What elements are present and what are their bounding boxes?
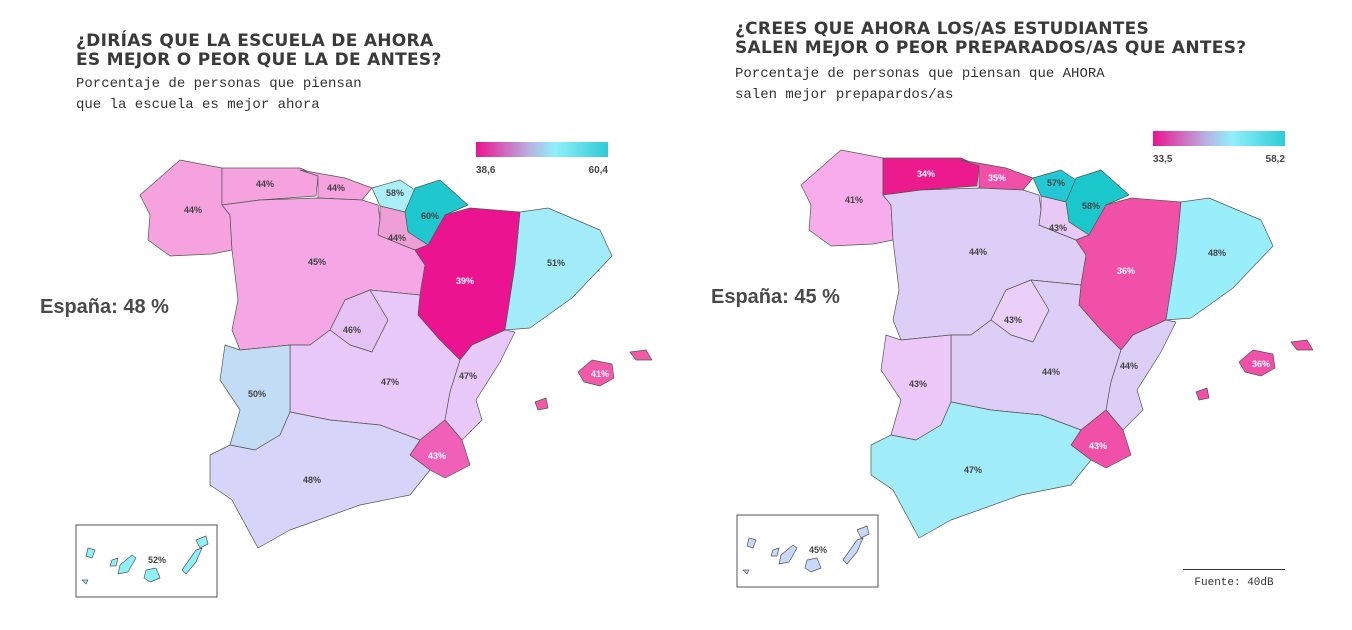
- source-note: Fuente: 40dB: [1183, 569, 1285, 589]
- region-canarias: [742, 569, 750, 575]
- map1-legend-gradient: [476, 142, 608, 157]
- label-valencia: 44%: [1120, 361, 1138, 371]
- map1-legend-max: 60,4: [588, 165, 608, 176]
- region-canarias: [770, 547, 780, 557]
- region-baleares: [534, 397, 549, 411]
- map2: 41% 34% 35% 44% 57% 58% 43% 36% 48% 43% 44% 43% 44% 4…: [736, 149, 1314, 588]
- region-canarias: [85, 547, 96, 559]
- label-castilla-y-leon: 44%: [969, 247, 987, 257]
- label-canarias: 52%: [148, 555, 166, 565]
- region-baleares: [577, 359, 615, 387]
- label-andalucia: 48%: [303, 475, 321, 485]
- label-madrid: 46%: [343, 325, 361, 335]
- label-baleares: 41%: [591, 369, 609, 379]
- region-andalucia: [870, 401, 1092, 539]
- label-murcia: 43%: [1089, 441, 1107, 451]
- label-murcia: 43%: [428, 451, 446, 461]
- map1: 44% 44% 44% 45% 58% 60% 44% 39% 51% 46% 47% 50% 47% 4…: [75, 159, 653, 598]
- label-valencia: 47%: [459, 371, 477, 381]
- map2-spain-total: España: 45 %: [711, 286, 840, 308]
- label-cataluna: 48%: [1208, 248, 1226, 258]
- map1-spain-total: España: 48 %: [40, 296, 169, 318]
- label-castilla-y-leon: 45%: [308, 257, 326, 267]
- region-canarias: [856, 525, 870, 539]
- label-castilla-la-mancha: 44%: [1042, 367, 1060, 377]
- region-canarias: [842, 537, 864, 565]
- region-cataluna: [1165, 197, 1274, 321]
- label-galicia: 44%: [184, 205, 202, 215]
- region-canarias: [81, 579, 89, 585]
- label-galicia: 41%: [845, 195, 863, 205]
- label-navarra: 60%: [421, 211, 439, 221]
- map2-title: ¿CREES QUE AHORA LOS/AS ESTUDIANTES SALE…: [735, 19, 1247, 58]
- label-aragon: 39%: [456, 276, 474, 286]
- map1-title: ¿DIRÍAS QUE LA ESCUELA DE AHORA ES MEJOR…: [76, 31, 442, 70]
- label-extremadura: 50%: [248, 389, 266, 399]
- region-valencia: [444, 329, 516, 441]
- region-valencia: [1105, 319, 1177, 431]
- region-canarias: [195, 535, 209, 549]
- label-pais-vasco: 58%: [386, 188, 404, 198]
- map1-legend: 38,6 60,4: [476, 142, 608, 176]
- region-canarias: [109, 557, 119, 567]
- map2-legend-max: 58,2: [1265, 154, 1285, 165]
- label-cataluna: 51%: [547, 258, 565, 268]
- region-andalucia: [209, 411, 431, 549]
- region-baleares: [629, 349, 653, 361]
- map2-legend: 33,5 58,2: [1153, 131, 1285, 165]
- label-aragon: 36%: [1117, 266, 1135, 276]
- label-andalucia: 47%: [964, 465, 982, 475]
- label-asturias: 34%: [917, 169, 935, 179]
- region-canarias: [143, 567, 161, 583]
- label-la-rioja: 43%: [1049, 223, 1067, 233]
- map1-legend-min: 38,6: [476, 165, 496, 176]
- label-canarias: 45%: [809, 545, 827, 555]
- label-cantabria: 35%: [988, 173, 1006, 183]
- label-pais-vasco: 57%: [1047, 178, 1065, 188]
- region-canarias: [117, 554, 137, 575]
- label-cantabria: 44%: [327, 183, 345, 193]
- map1-subtitle: Porcentaje de personas que piensan que l…: [76, 76, 362, 113]
- map2-legend-gradient: [1153, 131, 1285, 146]
- label-castilla-la-mancha: 47%: [381, 377, 399, 387]
- region-canarias: [746, 537, 757, 549]
- canarias-inset-box: [75, 524, 218, 598]
- region-canarias: [181, 547, 203, 575]
- region-canarias: [804, 557, 822, 573]
- label-asturias: 44%: [256, 179, 274, 189]
- label-baleares: 36%: [1252, 359, 1270, 369]
- region-canarias: [778, 544, 798, 565]
- label-madrid: 43%: [1004, 315, 1022, 325]
- canarias-inset-box: [736, 514, 879, 588]
- label-la-rioja: 44%: [388, 233, 406, 243]
- region-baleares: [1238, 349, 1276, 377]
- region-baleares: [1290, 339, 1314, 351]
- label-navarra: 58%: [1082, 201, 1100, 211]
- map2-legend-min: 33,5: [1153, 154, 1173, 165]
- region-baleares: [1195, 387, 1210, 401]
- label-extremadura: 43%: [909, 379, 927, 389]
- map2-subtitle: Porcentaje de personas que piensan que A…: [735, 66, 1105, 103]
- region-cataluna: [504, 207, 613, 331]
